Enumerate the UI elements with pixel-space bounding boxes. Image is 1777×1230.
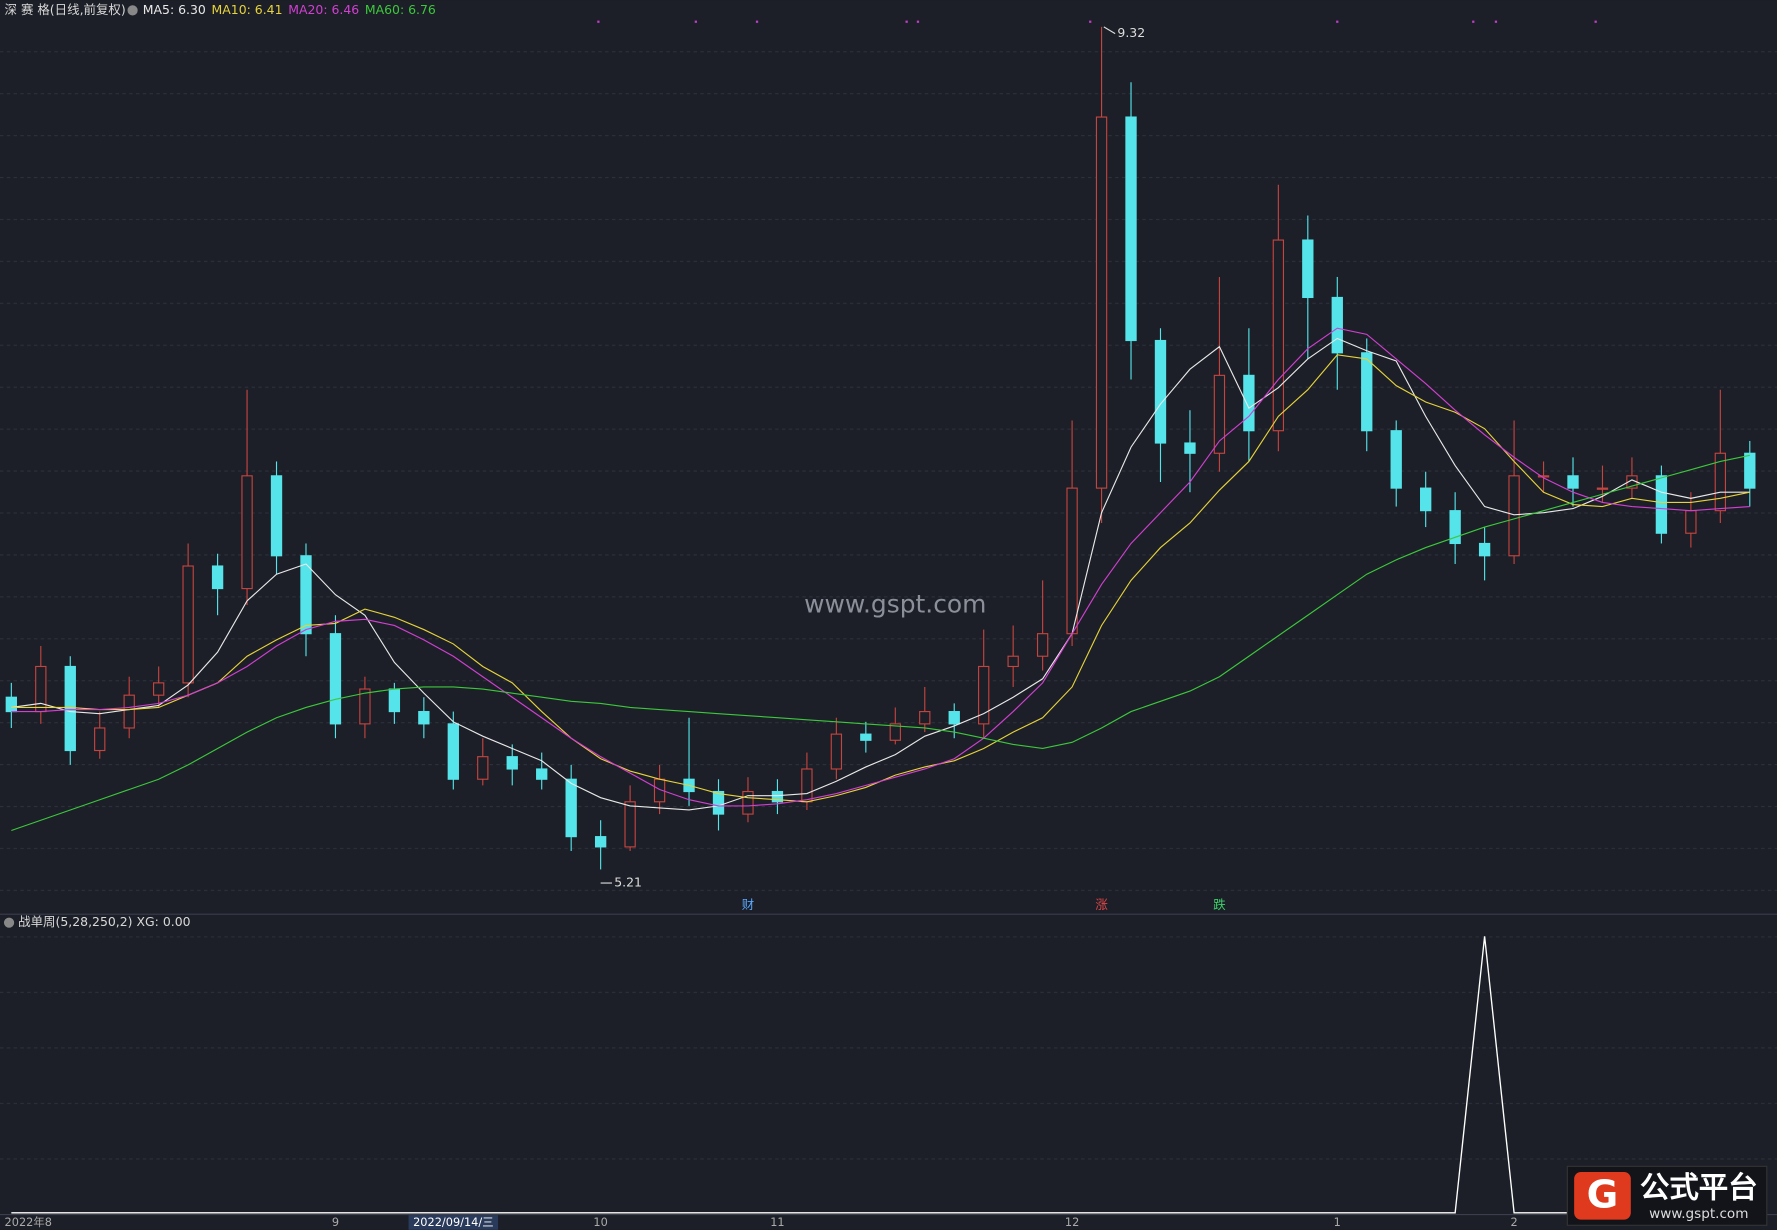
x-tick-label: 2022年8 xyxy=(5,1215,52,1229)
candle-body xyxy=(1390,430,1402,489)
candle-body xyxy=(447,723,459,780)
x-tick-label: 2 xyxy=(1510,1215,1517,1229)
candle-body xyxy=(270,475,283,557)
legend-entry: MA60: 6.76 xyxy=(365,2,436,17)
candle-body xyxy=(1213,374,1226,454)
candle-body xyxy=(1420,487,1432,512)
candle-body xyxy=(1714,452,1727,512)
candle-body xyxy=(94,727,106,752)
low-label: 5.21 xyxy=(614,875,642,890)
candle-body xyxy=(388,688,401,713)
candle-body xyxy=(477,756,489,780)
candle-body xyxy=(1567,475,1579,489)
candle-body xyxy=(1095,116,1108,489)
candle-body xyxy=(1036,633,1049,657)
x-tick-label: 10 xyxy=(593,1215,607,1229)
candle-body xyxy=(536,768,548,780)
candle-body xyxy=(123,694,135,729)
indicator-line xyxy=(11,936,1750,1214)
candle-body xyxy=(1272,239,1285,432)
signal-dots xyxy=(597,20,1597,23)
candle-body xyxy=(5,696,17,713)
logo-letter: G xyxy=(1587,1172,1619,1217)
candle-body xyxy=(241,475,253,590)
candle-body xyxy=(1449,510,1461,545)
stock-name: 深 赛 格(日线,前复权) xyxy=(5,2,126,17)
legend-entry: MA5: 6.30 xyxy=(143,2,206,17)
candle-body xyxy=(1125,116,1137,342)
candle-body xyxy=(978,665,990,725)
candle-body xyxy=(742,790,754,815)
high-label: 9.32 xyxy=(1117,25,1145,40)
watermark: www.gspt.com xyxy=(804,589,986,618)
event-label: 涨 xyxy=(1095,897,1108,912)
candle-body xyxy=(506,756,518,770)
candle-body xyxy=(64,665,76,752)
candle-body xyxy=(1596,487,1609,490)
candle-body xyxy=(1331,296,1343,354)
indicator-title: 战单周(5,28,250,2) XG: 0.00 xyxy=(18,914,191,929)
candle-body xyxy=(1302,239,1314,299)
candle-body xyxy=(359,688,371,725)
ma-line xyxy=(11,327,1750,807)
candle-body xyxy=(1508,475,1520,557)
candle-body xyxy=(300,555,312,635)
candle-body xyxy=(594,836,607,848)
candle-body xyxy=(860,733,872,741)
candle-body xyxy=(1478,542,1491,557)
settings-icon[interactable] xyxy=(127,5,138,16)
candle-body xyxy=(1154,339,1167,444)
candle-body xyxy=(830,733,843,770)
candle-body xyxy=(1361,352,1373,432)
candle-body xyxy=(1007,655,1019,668)
x-tick-label: 2022/09/14/三 xyxy=(413,1215,493,1229)
ma-line xyxy=(11,337,1750,811)
legend-entry: MA10: 6.41 xyxy=(212,2,283,17)
candle-body xyxy=(152,682,165,696)
cursor-date-box xyxy=(408,1215,499,1230)
candle-body xyxy=(565,778,577,838)
candle-body xyxy=(948,711,960,725)
candle-body xyxy=(712,790,725,815)
candle-body xyxy=(1537,475,1550,478)
x-tick-label: 11 xyxy=(770,1215,784,1229)
grid xyxy=(0,45,1777,907)
settings-icon[interactable] xyxy=(3,917,15,928)
candle-body xyxy=(889,723,901,741)
candle-body xyxy=(801,768,813,803)
candle-body xyxy=(624,801,636,848)
logo-site: www.gspt.com xyxy=(1649,1206,1748,1222)
candle-body xyxy=(182,565,194,684)
candle-body xyxy=(418,711,430,725)
candle-body xyxy=(1655,475,1668,534)
x-tick-label: 12 xyxy=(1065,1215,1079,1229)
ma-line xyxy=(11,454,1750,832)
candle-body xyxy=(1685,510,1697,534)
candle-body xyxy=(211,565,224,590)
event-label: 跌 xyxy=(1213,897,1226,912)
candle-body xyxy=(1066,487,1078,635)
x-tick-label: 1 xyxy=(1334,1215,1341,1229)
candle-body xyxy=(1744,452,1756,489)
legend-entry: MA20: 6.46 xyxy=(288,2,359,17)
grid xyxy=(0,936,1777,1209)
logo: G 公式平台 www.gspt.com xyxy=(1566,1165,1768,1226)
candle-body xyxy=(919,711,931,725)
event-label: 财 xyxy=(742,897,754,912)
logo-text: 公式平台 xyxy=(1640,1171,1758,1205)
arrow xyxy=(1103,26,1116,35)
candle-body xyxy=(1184,442,1196,454)
candle-body xyxy=(771,790,784,803)
candle-body xyxy=(329,633,342,725)
x-tick-label: 9 xyxy=(332,1215,339,1229)
candle-body xyxy=(1243,374,1255,432)
